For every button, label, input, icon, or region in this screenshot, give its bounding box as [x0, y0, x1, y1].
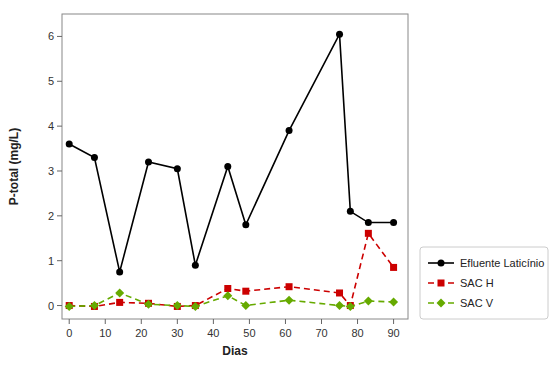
point: [242, 288, 249, 295]
legend-marker: [438, 280, 445, 287]
point: [91, 154, 98, 161]
x-tick-label: 60: [279, 327, 291, 339]
point: [241, 301, 250, 310]
y-tick-label: 2: [48, 210, 54, 222]
point: [365, 230, 372, 237]
legend-label: Efluente Laticínio: [460, 257, 544, 269]
x-axis-label: Dias: [222, 344, 248, 358]
point: [364, 297, 373, 306]
point: [347, 208, 354, 215]
point: [389, 297, 398, 306]
point: [224, 285, 231, 292]
x-tick: [357, 319, 358, 324]
point: [144, 300, 153, 309]
x-tick: [213, 319, 214, 324]
y-tick-label: 5: [48, 75, 54, 87]
y-tick: [57, 126, 62, 127]
x-tick-label: 40: [207, 327, 219, 339]
y-tick-label: 0: [48, 300, 54, 312]
x-tick: [141, 319, 142, 324]
x-tick: [249, 319, 250, 324]
point: [224, 163, 231, 170]
plot-area: [65, 31, 398, 311]
x-tick-label: 0: [66, 327, 72, 339]
point: [66, 141, 73, 148]
y-tick-label: 6: [48, 30, 54, 42]
plot-frame: [62, 14, 408, 319]
point: [285, 296, 294, 305]
series-line: [69, 233, 393, 306]
x-tick: [393, 319, 394, 324]
y-tick: [57, 260, 62, 261]
y-tick: [57, 170, 62, 171]
point: [90, 301, 99, 310]
point: [390, 219, 397, 226]
y-tick-label: 3: [48, 165, 54, 177]
point: [145, 159, 152, 166]
point: [173, 301, 182, 310]
y-tick-label: 1: [48, 255, 54, 267]
point: [390, 264, 397, 271]
point: [192, 262, 199, 269]
x-tick: [285, 319, 286, 324]
x-tick: [321, 319, 322, 324]
y-tick: [57, 36, 62, 37]
x-tick-label: 70: [315, 327, 327, 339]
x-tick-label: 10: [99, 327, 111, 339]
legend-label: SAC V: [460, 297, 494, 309]
x-tick-label: 30: [171, 327, 183, 339]
point: [346, 302, 355, 311]
legend-marker: [438, 260, 445, 267]
y-tick: [57, 81, 62, 82]
x-tick-label: 50: [243, 327, 255, 339]
legend-marker: [437, 299, 446, 308]
legend-box: [420, 247, 548, 319]
x-tick: [177, 319, 178, 324]
y-tick: [57, 305, 62, 306]
point: [116, 299, 123, 306]
legend: Efluente Laticínio SAC H SAC V: [420, 247, 548, 319]
point: [65, 302, 74, 311]
point: [174, 165, 181, 172]
point: [191, 302, 200, 311]
y-tick-label: 4: [48, 120, 54, 132]
point: [115, 288, 124, 297]
point: [242, 221, 249, 228]
x-tick: [105, 319, 106, 324]
x-tick-label: 90: [387, 327, 399, 339]
point: [365, 219, 372, 226]
point: [336, 31, 343, 38]
y-tick: [57, 215, 62, 216]
point: [286, 127, 293, 134]
point: [335, 301, 344, 310]
point: [116, 268, 123, 275]
legend-label: SAC H: [460, 277, 494, 289]
point: [336, 289, 343, 296]
series-line: [69, 34, 393, 272]
point: [286, 283, 293, 290]
point: [223, 291, 232, 300]
x-tick-label: 20: [135, 327, 147, 339]
chart: 0 10 20 30 40 50 60 70 80 90 0 1 2 3 4 5 6 Dias P-total (m…: [0, 0, 554, 367]
x-tick: [69, 319, 70, 324]
x-tick-label: 80: [351, 327, 363, 339]
y-axis-label: P-total (mg/L): [7, 128, 21, 205]
